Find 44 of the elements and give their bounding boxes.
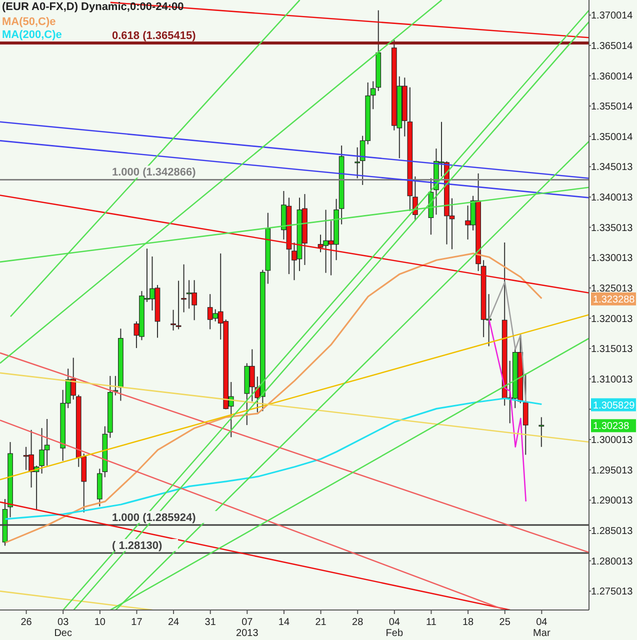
x-tick-label: 17 — [131, 617, 143, 628]
text: 1.30238 — [593, 421, 630, 432]
chart-title: (EUR A0-FX,D) Dynamic,0:00-24:00 — [2, 1, 184, 13]
x-tick-label: 07 2013 — [236, 617, 259, 639]
y-tick-label: 1.280013 — [591, 556, 634, 568]
ref-line-label: ( 1.28130) — [112, 540, 162, 552]
text: MA(200,C)e — [2, 29, 62, 42]
x-tick-label: 11 — [426, 617, 437, 628]
x-tick-label: 14 — [278, 617, 290, 628]
y-tick-label: 1.315013 — [591, 344, 634, 356]
x-tick-label: 21 — [315, 617, 327, 628]
y-tick-label: 1.310013 — [591, 374, 634, 386]
y-tick-label: 1.275013 — [591, 586, 634, 598]
ref-line-label: 1.000 (1.342866) — [112, 166, 196, 179]
y-tick-label: 1.365014 — [591, 40, 634, 52]
x-tick-label: 28 — [352, 617, 364, 628]
y-tick-label: 1.320013 — [591, 314, 634, 325]
y-tick-label: 1.370014 — [591, 10, 634, 22]
y-tick-label: 1.295013 — [591, 465, 634, 476]
ref-line-label: 0.618 (1.365415) — [112, 30, 196, 42]
x-tick-label: 25 — [499, 617, 511, 628]
y-tick-label: 1.350014 — [591, 132, 634, 143]
y-tick-label: 1.360014 — [591, 71, 634, 82]
y-tick-label: 1.355014 — [591, 102, 634, 113]
x-tick-label: 04 Mar — [533, 617, 551, 639]
y-tick-label: 1.340013 — [591, 192, 634, 204]
text: 1.305829 — [593, 400, 636, 412]
y-tick-label: 1.300013 — [591, 435, 634, 446]
ref-line-label: 1.000 (1.285924) — [112, 512, 196, 524]
text: MA(50,C)e — [2, 16, 57, 29]
x-tick-label: 26 — [20, 617, 32, 628]
y-tick-label: 1.345013 — [591, 162, 634, 174]
text: 1.323288 — [593, 294, 636, 306]
x-tick-label: 18 — [462, 617, 474, 628]
x-tick-label: 31 — [204, 617, 216, 628]
y-tick-label: 1.290013 — [591, 496, 634, 507]
x-tick-label: 04 Feb — [386, 617, 404, 639]
y-tick-label: 1.330013 — [591, 253, 634, 264]
x-tick-label: 03 Dec — [54, 617, 72, 639]
x-tick-label: 24 — [168, 617, 180, 628]
y-tick-label: 1.325013 — [591, 283, 634, 294]
x-tick-label: 10 — [94, 617, 106, 628]
y-tick-label: 1.335013 — [591, 222, 634, 234]
y-tick-label: 1.285013 — [591, 526, 634, 538]
